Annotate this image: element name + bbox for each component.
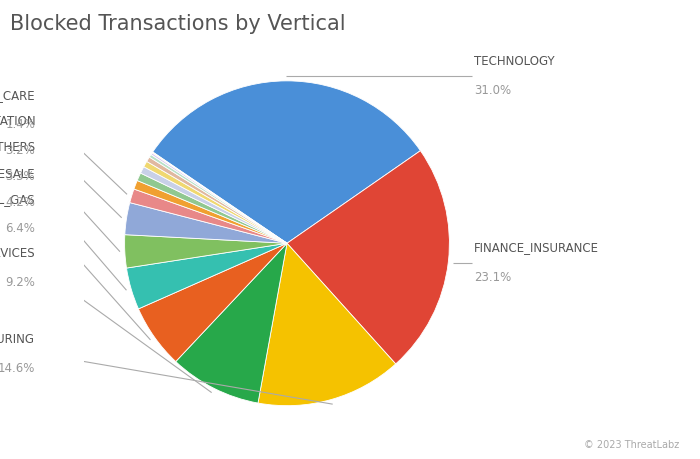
Text: 3.2%: 3.2% (6, 144, 35, 157)
Wedge shape (139, 243, 287, 362)
Text: FINANCE_INSURANCE: FINANCE_INSURANCE (474, 241, 598, 254)
Wedge shape (127, 243, 287, 309)
Wedge shape (125, 202, 287, 243)
Text: 14.6%: 14.6% (0, 362, 35, 375)
Wedge shape (147, 157, 287, 243)
Wedge shape (149, 155, 287, 243)
Text: TECHNOLOGY: TECHNOLOGY (474, 55, 554, 68)
Wedge shape (152, 152, 287, 243)
Wedge shape (258, 243, 396, 406)
Text: RETAIL_WHOLESALE: RETAIL_WHOLESALE (0, 167, 35, 180)
Text: OTHERS: OTHERS (0, 141, 35, 154)
Wedge shape (141, 167, 287, 243)
Wedge shape (125, 235, 287, 268)
Text: 4.2%: 4.2% (6, 196, 35, 209)
Text: © 2023 ThreatLabz: © 2023 ThreatLabz (584, 440, 679, 450)
Text: TRANSPORTATION: TRANSPORTATION (0, 115, 35, 128)
Wedge shape (151, 153, 287, 243)
Text: Blocked Transactions by Vertical: Blocked Transactions by Vertical (10, 14, 346, 34)
Text: 23.1%: 23.1% (474, 271, 511, 284)
Text: SERVICES: SERVICES (0, 246, 35, 259)
Wedge shape (287, 151, 449, 364)
Text: MANUFACTURING: MANUFACTURING (0, 333, 35, 346)
Wedge shape (130, 189, 287, 243)
Wedge shape (134, 180, 287, 243)
Wedge shape (144, 162, 287, 243)
Wedge shape (137, 173, 287, 243)
Text: 1.4%: 1.4% (6, 118, 35, 131)
Wedge shape (176, 243, 287, 403)
Text: 9.2%: 9.2% (6, 276, 35, 289)
Text: 6.4%: 6.4% (6, 222, 35, 235)
Wedge shape (153, 81, 421, 243)
Text: 31.0%: 31.0% (474, 84, 511, 97)
Text: ENERGY_OIL_GAS: ENERGY_OIL_GAS (0, 193, 35, 206)
Text: HEALTH_CARE: HEALTH_CARE (0, 89, 35, 102)
Text: 3.3%: 3.3% (6, 170, 35, 183)
